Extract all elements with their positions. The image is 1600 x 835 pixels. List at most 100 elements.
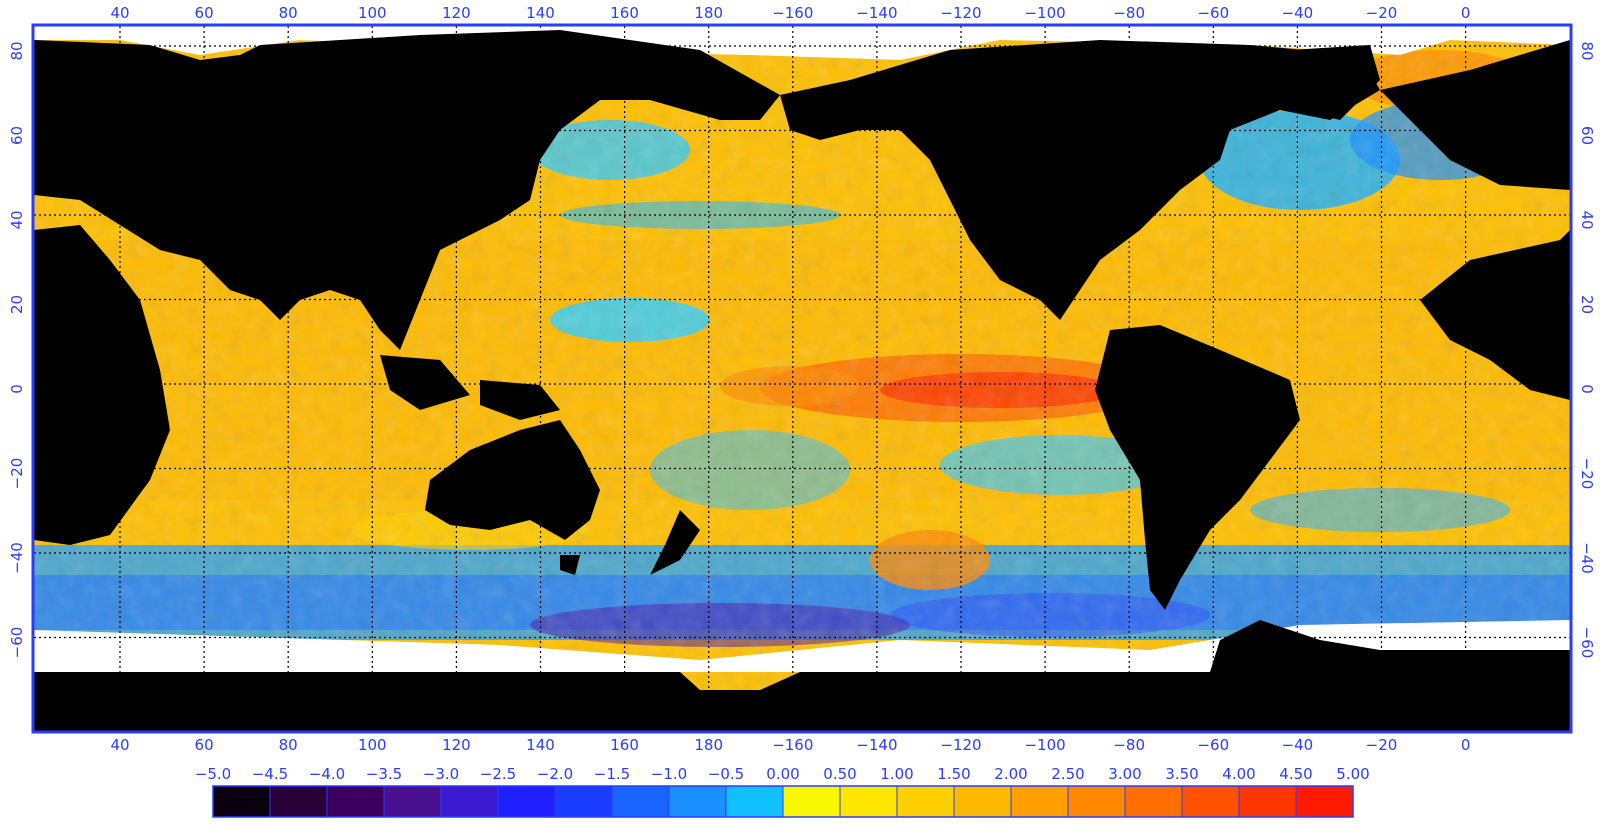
left-latitude-label: 0	[8, 384, 26, 394]
right-latitude-label: 60	[1578, 126, 1596, 145]
color-legend-tick-label: 2.50	[1051, 765, 1084, 783]
right-latitude-label: 20	[1578, 295, 1596, 314]
color-legend-swatch	[1181, 785, 1240, 818]
color-legend-swatch	[1067, 785, 1126, 818]
color-legend-swatch	[896, 785, 955, 818]
color-legend-tick-label: 2.00	[994, 765, 1027, 783]
top-longitude-label: −40	[1282, 4, 1314, 22]
left-latitude-label: 40	[8, 210, 26, 229]
color-legend-tick-label: −1.5	[594, 765, 630, 783]
eurasia	[34, 30, 780, 350]
bottom-longitude-label: −60	[1197, 736, 1229, 754]
south-america	[1095, 325, 1300, 610]
left-latitude-labels: 80 60 40 20 0 −20 −40 −60	[8, 41, 26, 658]
graticule-grid	[34, 26, 1570, 731]
color-legend-tick-label: 0.00	[766, 765, 799, 783]
top-longitude-label: 160	[610, 4, 639, 22]
bottom-longitude-label: 0	[1461, 736, 1471, 754]
right-latitude-label: −60	[1578, 627, 1596, 659]
color-legend-tick-label: −2.5	[480, 765, 516, 783]
top-longitude-label: −80	[1113, 4, 1145, 22]
top-longitude-label: −160	[772, 4, 813, 22]
color-legend-swatch	[611, 785, 670, 818]
color-legend-tick-label: 5.00	[1336, 765, 1369, 783]
color-legend-tick-label: 4.50	[1279, 765, 1312, 783]
color-legend-frame	[212, 785, 1354, 818]
bottom-longitude-label: −160	[772, 736, 813, 754]
top-longitude-label: 100	[358, 4, 387, 22]
color-legend-tick-label: −5.0	[195, 765, 231, 783]
color-legend-swatch	[839, 785, 898, 818]
bottom-longitude-label: 40	[110, 736, 129, 754]
color-legend-swatch	[1238, 785, 1297, 818]
north-america	[780, 40, 1380, 320]
right-latitude-label: −20	[1578, 458, 1596, 490]
top-longitude-label: 80	[279, 4, 298, 22]
left-latitude-label: 20	[8, 295, 26, 314]
color-legend	[212, 785, 1354, 818]
color-legend-swatch	[668, 785, 727, 818]
color-legend-tick-label: −4.0	[309, 765, 345, 783]
color-legend-tick-label: 1.50	[937, 765, 970, 783]
color-legend-swatch	[1124, 785, 1183, 818]
bottom-longitude-label: 140	[526, 736, 555, 754]
color-legend-swatch	[1295, 785, 1354, 818]
color-legend-swatch	[269, 785, 328, 818]
color-legend-swatch	[383, 785, 442, 818]
color-legend-swatch	[440, 785, 499, 818]
land-masses	[34, 30, 1570, 731]
color-legend-labels: −5.0 −4.5 −4.0 −3.5 −3.0 −2.5 −2.0 −1.5 −1.0 −0.5…	[195, 765, 1370, 783]
bottom-longitude-label: 80	[279, 736, 298, 754]
bottom-longitude-label: −20	[1366, 736, 1398, 754]
top-longitude-label: −120	[940, 4, 981, 22]
right-latitude-label: 80	[1578, 41, 1596, 60]
top-longitude-label: 60	[195, 4, 214, 22]
top-longitude-label: −60	[1197, 4, 1229, 22]
bottom-longitude-label: 160	[610, 736, 639, 754]
top-longitude-label: −140	[856, 4, 897, 22]
color-legend-swatch	[212, 785, 271, 818]
color-legend-tick-label: −2.0	[537, 765, 573, 783]
color-legend-tick-label: 0.50	[823, 765, 856, 783]
color-legend-swatch	[554, 785, 613, 818]
bottom-longitude-label: 120	[442, 736, 471, 754]
right-latitude-label: 0	[1578, 384, 1596, 394]
color-legend-tick-label: −3.0	[423, 765, 459, 783]
left-latitude-label: 60	[8, 126, 26, 145]
color-legend-tick-label: −4.5	[252, 765, 288, 783]
antarctica	[34, 620, 1570, 731]
top-longitude-label: −20	[1366, 4, 1398, 22]
top-longitude-labels: 40 60 80 100 120 140 160 180 −160 −140 −120 −100 −80…	[110, 4, 1470, 22]
color-legend-tick-label: 1.00	[880, 765, 913, 783]
bottom-longitude-label: 180	[694, 736, 723, 754]
top-longitude-label: 140	[526, 4, 555, 22]
color-legend-swatch	[782, 785, 841, 818]
color-legend-swatch	[1010, 785, 1069, 818]
top-longitude-label: −100	[1024, 4, 1065, 22]
bottom-longitude-label: −40	[1282, 736, 1314, 754]
bottom-longitude-labels: 40 60 80 100 120 140 160 180 −160 −140 −120 −100 −80…	[110, 736, 1470, 754]
right-latitude-labels: 80 60 40 20 0 −20 −40 −60	[1578, 41, 1596, 658]
top-longitude-label: 180	[694, 4, 723, 22]
bottom-longitude-label: −80	[1113, 736, 1145, 754]
bottom-longitude-label: −140	[856, 736, 897, 754]
left-latitude-label: −60	[8, 627, 26, 659]
color-legend-tick-label: −1.0	[651, 765, 687, 783]
color-legend-tick-label: −0.5	[708, 765, 744, 783]
color-legend-swatch	[497, 785, 556, 818]
top-longitude-label: 0	[1461, 4, 1471, 22]
bottom-longitude-label: 60	[195, 736, 214, 754]
bottom-longitude-label: −100	[1024, 736, 1065, 754]
color-legend-tick-label: 3.50	[1165, 765, 1198, 783]
bottom-longitude-label: 100	[358, 736, 387, 754]
right-latitude-label: −40	[1578, 542, 1596, 574]
left-latitude-label: −40	[8, 542, 26, 574]
color-legend-swatch	[725, 785, 784, 818]
color-legend-swatch	[953, 785, 1012, 818]
color-legend-swatch	[326, 785, 385, 818]
left-latitude-label: −20	[8, 458, 26, 490]
bottom-longitude-label: −120	[940, 736, 981, 754]
color-legend-tick-label: −3.5	[366, 765, 402, 783]
color-legend-tick-label: 4.00	[1222, 765, 1255, 783]
